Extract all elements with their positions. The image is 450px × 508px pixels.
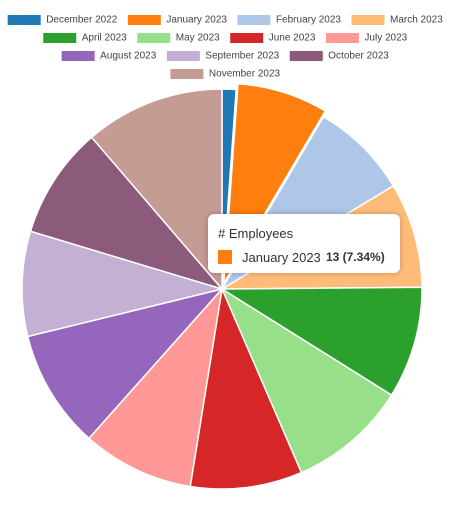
tooltip-swatch xyxy=(218,250,232,264)
legend-swatch xyxy=(165,50,201,62)
legend-swatch xyxy=(42,32,78,44)
legend-item: June 2023 xyxy=(229,32,316,44)
legend-item: November 2023 xyxy=(169,68,281,80)
legend-label: April 2023 xyxy=(82,33,127,44)
legend-swatch xyxy=(136,32,172,44)
legend-label: June 2023 xyxy=(269,33,316,44)
legend-item: April 2023 xyxy=(42,32,127,44)
pie-slice xyxy=(87,286,224,488)
legend-swatch xyxy=(60,50,96,62)
legend-label: December 2022 xyxy=(46,15,118,26)
tooltip-value: 13 (7.34%) xyxy=(326,250,385,264)
legend-swatch xyxy=(169,68,205,80)
legend-item: August 2023 xyxy=(60,50,157,62)
legend-swatch xyxy=(288,50,324,62)
legend-swatch xyxy=(126,14,162,26)
legend-label: August 2023 xyxy=(100,51,157,62)
legend-label: March 2023 xyxy=(390,15,443,26)
pie-slice xyxy=(220,287,393,474)
pie-slice xyxy=(21,230,225,338)
legend-item: December 2022 xyxy=(6,14,118,26)
tooltip-title: # Employees xyxy=(218,226,294,241)
pie-slice xyxy=(26,287,225,440)
legend-swatch xyxy=(229,32,265,44)
legend-item: January 2023 xyxy=(126,14,227,26)
tooltip: # Employees January 2023 13 (7.34%) xyxy=(208,214,400,273)
legend-label: November 2023 xyxy=(209,69,281,80)
legend-swatch xyxy=(350,14,386,26)
pie-slice xyxy=(189,286,303,490)
legend-item: October 2023 xyxy=(288,50,389,62)
legend-label: September 2023 xyxy=(205,51,279,62)
legend-label: May 2023 xyxy=(176,33,220,44)
legend-item: September 2023 xyxy=(165,50,280,62)
legend-item: February 2023 xyxy=(236,14,341,26)
legend-label: February 2023 xyxy=(276,15,341,26)
pie-slice xyxy=(219,286,423,397)
legend-label: January 2023 xyxy=(166,15,227,26)
legend-item: July 2023 xyxy=(324,32,408,44)
legend-swatch xyxy=(6,14,42,26)
legend-label: July 2023 xyxy=(364,33,407,44)
tooltip-category: January 2023 xyxy=(242,250,321,265)
pie-slice xyxy=(29,136,225,291)
legend-item: May 2023 xyxy=(136,32,220,44)
legend-item: March 2023 xyxy=(350,14,443,26)
pie-slice xyxy=(90,88,223,292)
legend-swatch xyxy=(236,14,272,26)
legend-label: October 2023 xyxy=(328,51,389,62)
legend-swatch xyxy=(324,32,360,44)
